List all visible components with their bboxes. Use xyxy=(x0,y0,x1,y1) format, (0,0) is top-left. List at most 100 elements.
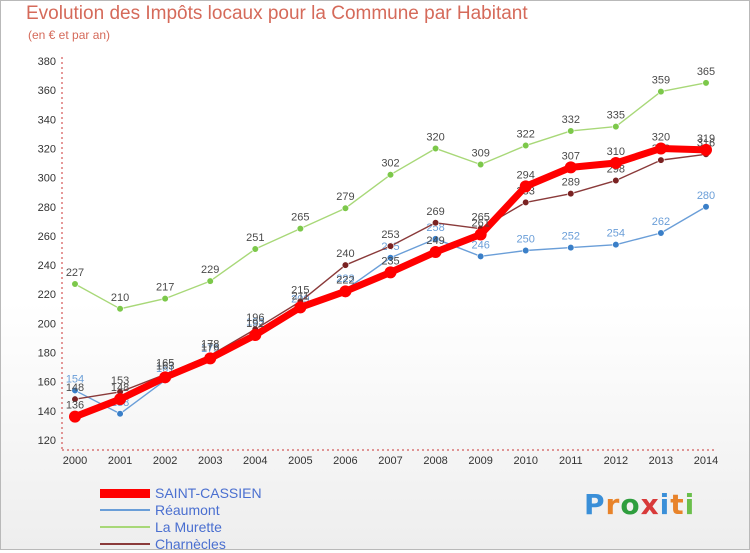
data-point xyxy=(477,252,485,260)
data-point xyxy=(71,395,79,403)
legend-label: Réaumont xyxy=(155,502,220,518)
x-tick-label: 2004 xyxy=(243,455,267,467)
data-point xyxy=(700,143,712,156)
data-label: 215 xyxy=(291,285,309,297)
data-label: 136 xyxy=(66,400,84,412)
x-tick-label: 2008 xyxy=(423,455,447,467)
legend-label: SAINT-CASSIEN xyxy=(155,485,262,501)
data-point xyxy=(567,127,575,135)
data-label: 254 xyxy=(607,228,625,240)
data-point xyxy=(204,352,217,365)
data-label: 240 xyxy=(336,248,354,260)
x-tick-label: 2003 xyxy=(198,455,222,467)
y-tick-label: 380 xyxy=(38,56,56,68)
data-point xyxy=(386,254,395,262)
data-label: 222 xyxy=(336,274,354,286)
x-tick-label: 2009 xyxy=(468,455,492,467)
x-tick-label: 2001 xyxy=(108,455,132,467)
x-tick-label: 2013 xyxy=(649,455,673,467)
data-point xyxy=(386,242,395,250)
logo-letter: r xyxy=(605,488,621,521)
data-point xyxy=(69,410,81,423)
data-point xyxy=(71,280,79,288)
data-label: 302 xyxy=(381,158,399,170)
x-tick-label: 2007 xyxy=(378,455,402,467)
logo-letter: i xyxy=(659,488,671,521)
data-label: 365 xyxy=(697,66,715,78)
data-label: 249 xyxy=(426,235,444,247)
data-label: 176 xyxy=(201,341,219,353)
legend-swatch xyxy=(100,543,150,545)
data-point xyxy=(522,198,530,206)
x-tick-label: 2011 xyxy=(559,455,583,467)
data-point xyxy=(702,79,710,87)
data-point xyxy=(702,203,710,211)
data-label: 265 xyxy=(471,212,489,224)
data-label: 279 xyxy=(336,191,354,203)
data-label: 251 xyxy=(246,232,264,244)
data-label: 210 xyxy=(111,292,129,304)
logo-letter: i xyxy=(684,488,696,521)
y-tick-label: 360 xyxy=(38,85,56,97)
data-point xyxy=(522,246,530,255)
y-tick-label: 160 xyxy=(38,377,56,389)
data-label: 265 xyxy=(291,212,309,224)
data-label: 280 xyxy=(697,190,715,202)
data-point xyxy=(116,305,124,313)
data-point xyxy=(431,235,440,243)
data-label: 192 xyxy=(246,318,264,330)
data-label: 320 xyxy=(652,131,670,143)
data-point xyxy=(612,176,620,185)
data-label: 235 xyxy=(381,255,399,267)
data-point xyxy=(609,157,622,170)
data-point xyxy=(474,228,487,241)
data-label: 153 xyxy=(111,375,129,387)
data-point xyxy=(654,142,667,155)
y-tick-label: 240 xyxy=(38,260,56,272)
legend-label: La Murette xyxy=(155,519,222,535)
legend-swatch xyxy=(100,509,150,511)
chart-subtitle: (en € et par an) xyxy=(28,28,111,42)
data-label: 322 xyxy=(517,129,535,141)
y-tick-label: 140 xyxy=(38,406,56,418)
data-point xyxy=(384,266,397,279)
data-label: 211 xyxy=(292,290,310,302)
y-tick-label: 340 xyxy=(38,114,56,126)
data-label: 294 xyxy=(517,169,535,181)
data-label: 217 xyxy=(156,282,174,294)
data-point xyxy=(159,371,172,384)
y-tick-label: 260 xyxy=(38,231,56,243)
data-point xyxy=(477,160,485,169)
data-label: 223 xyxy=(336,273,354,285)
logo-letter: P xyxy=(584,488,606,521)
data-label: 227 xyxy=(66,267,84,279)
data-point xyxy=(431,144,440,153)
x-tick-label: 2010 xyxy=(513,455,537,467)
data-label: 163 xyxy=(156,360,174,372)
data-point xyxy=(161,295,169,303)
data-label: 175 xyxy=(201,343,219,355)
data-point xyxy=(339,285,352,298)
chart-title: Evolution des Impôts locaux pour la Comm… xyxy=(26,3,528,24)
data-label: 154 xyxy=(66,373,84,385)
data-point xyxy=(341,261,350,269)
logo-letter: t xyxy=(670,488,685,521)
data-point xyxy=(116,410,124,418)
data-label: 252 xyxy=(562,231,580,243)
data-label: 196 xyxy=(246,312,264,324)
data-point xyxy=(294,301,307,314)
data-label: 269 xyxy=(426,206,444,218)
y-tick-label: 280 xyxy=(38,202,56,214)
data-label: 246 xyxy=(471,239,489,251)
data-point xyxy=(429,245,442,258)
data-point xyxy=(567,190,575,198)
x-tick-label: 2012 xyxy=(604,455,628,467)
data-label: 148 xyxy=(66,382,84,394)
y-tick-label: 200 xyxy=(38,318,56,330)
data-point xyxy=(386,171,395,179)
data-label: 359 xyxy=(652,75,670,87)
proxiti-logo: Proxiti xyxy=(584,488,695,521)
data-label: 165 xyxy=(156,357,174,369)
